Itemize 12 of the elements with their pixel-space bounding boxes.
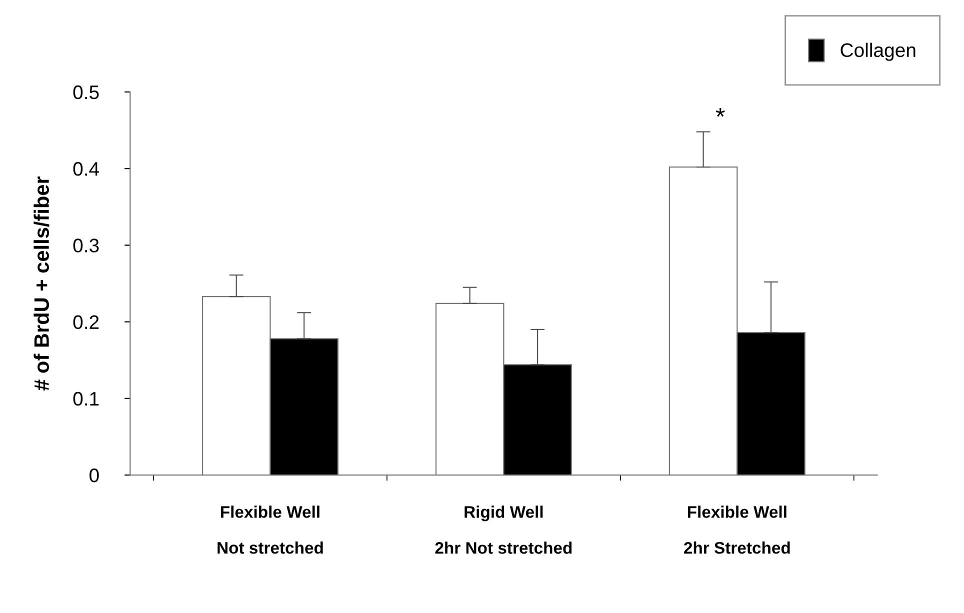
category-label: Flexible Well 2hr Stretched	[684, 506, 790, 554]
y-tick-label: 0.3	[73, 238, 99, 252]
y-tick-label: 0.1	[73, 392, 99, 406]
y-tick-label: 0	[90, 468, 99, 482]
legend-label: Collagen	[840, 42, 916, 61]
y-axis-title: # of BrdU + cells/fiber	[34, 176, 50, 391]
y-tick-label: 0.4	[73, 162, 100, 176]
category-label: Rigid Well 2hr Not stretched	[435, 506, 572, 554]
category-label: Flexible Well Not stretched	[218, 506, 323, 554]
y-tick-label: 0.2	[73, 315, 99, 330]
y-tick-label: 0.5	[73, 85, 99, 100]
annotation: *	[716, 108, 725, 117]
